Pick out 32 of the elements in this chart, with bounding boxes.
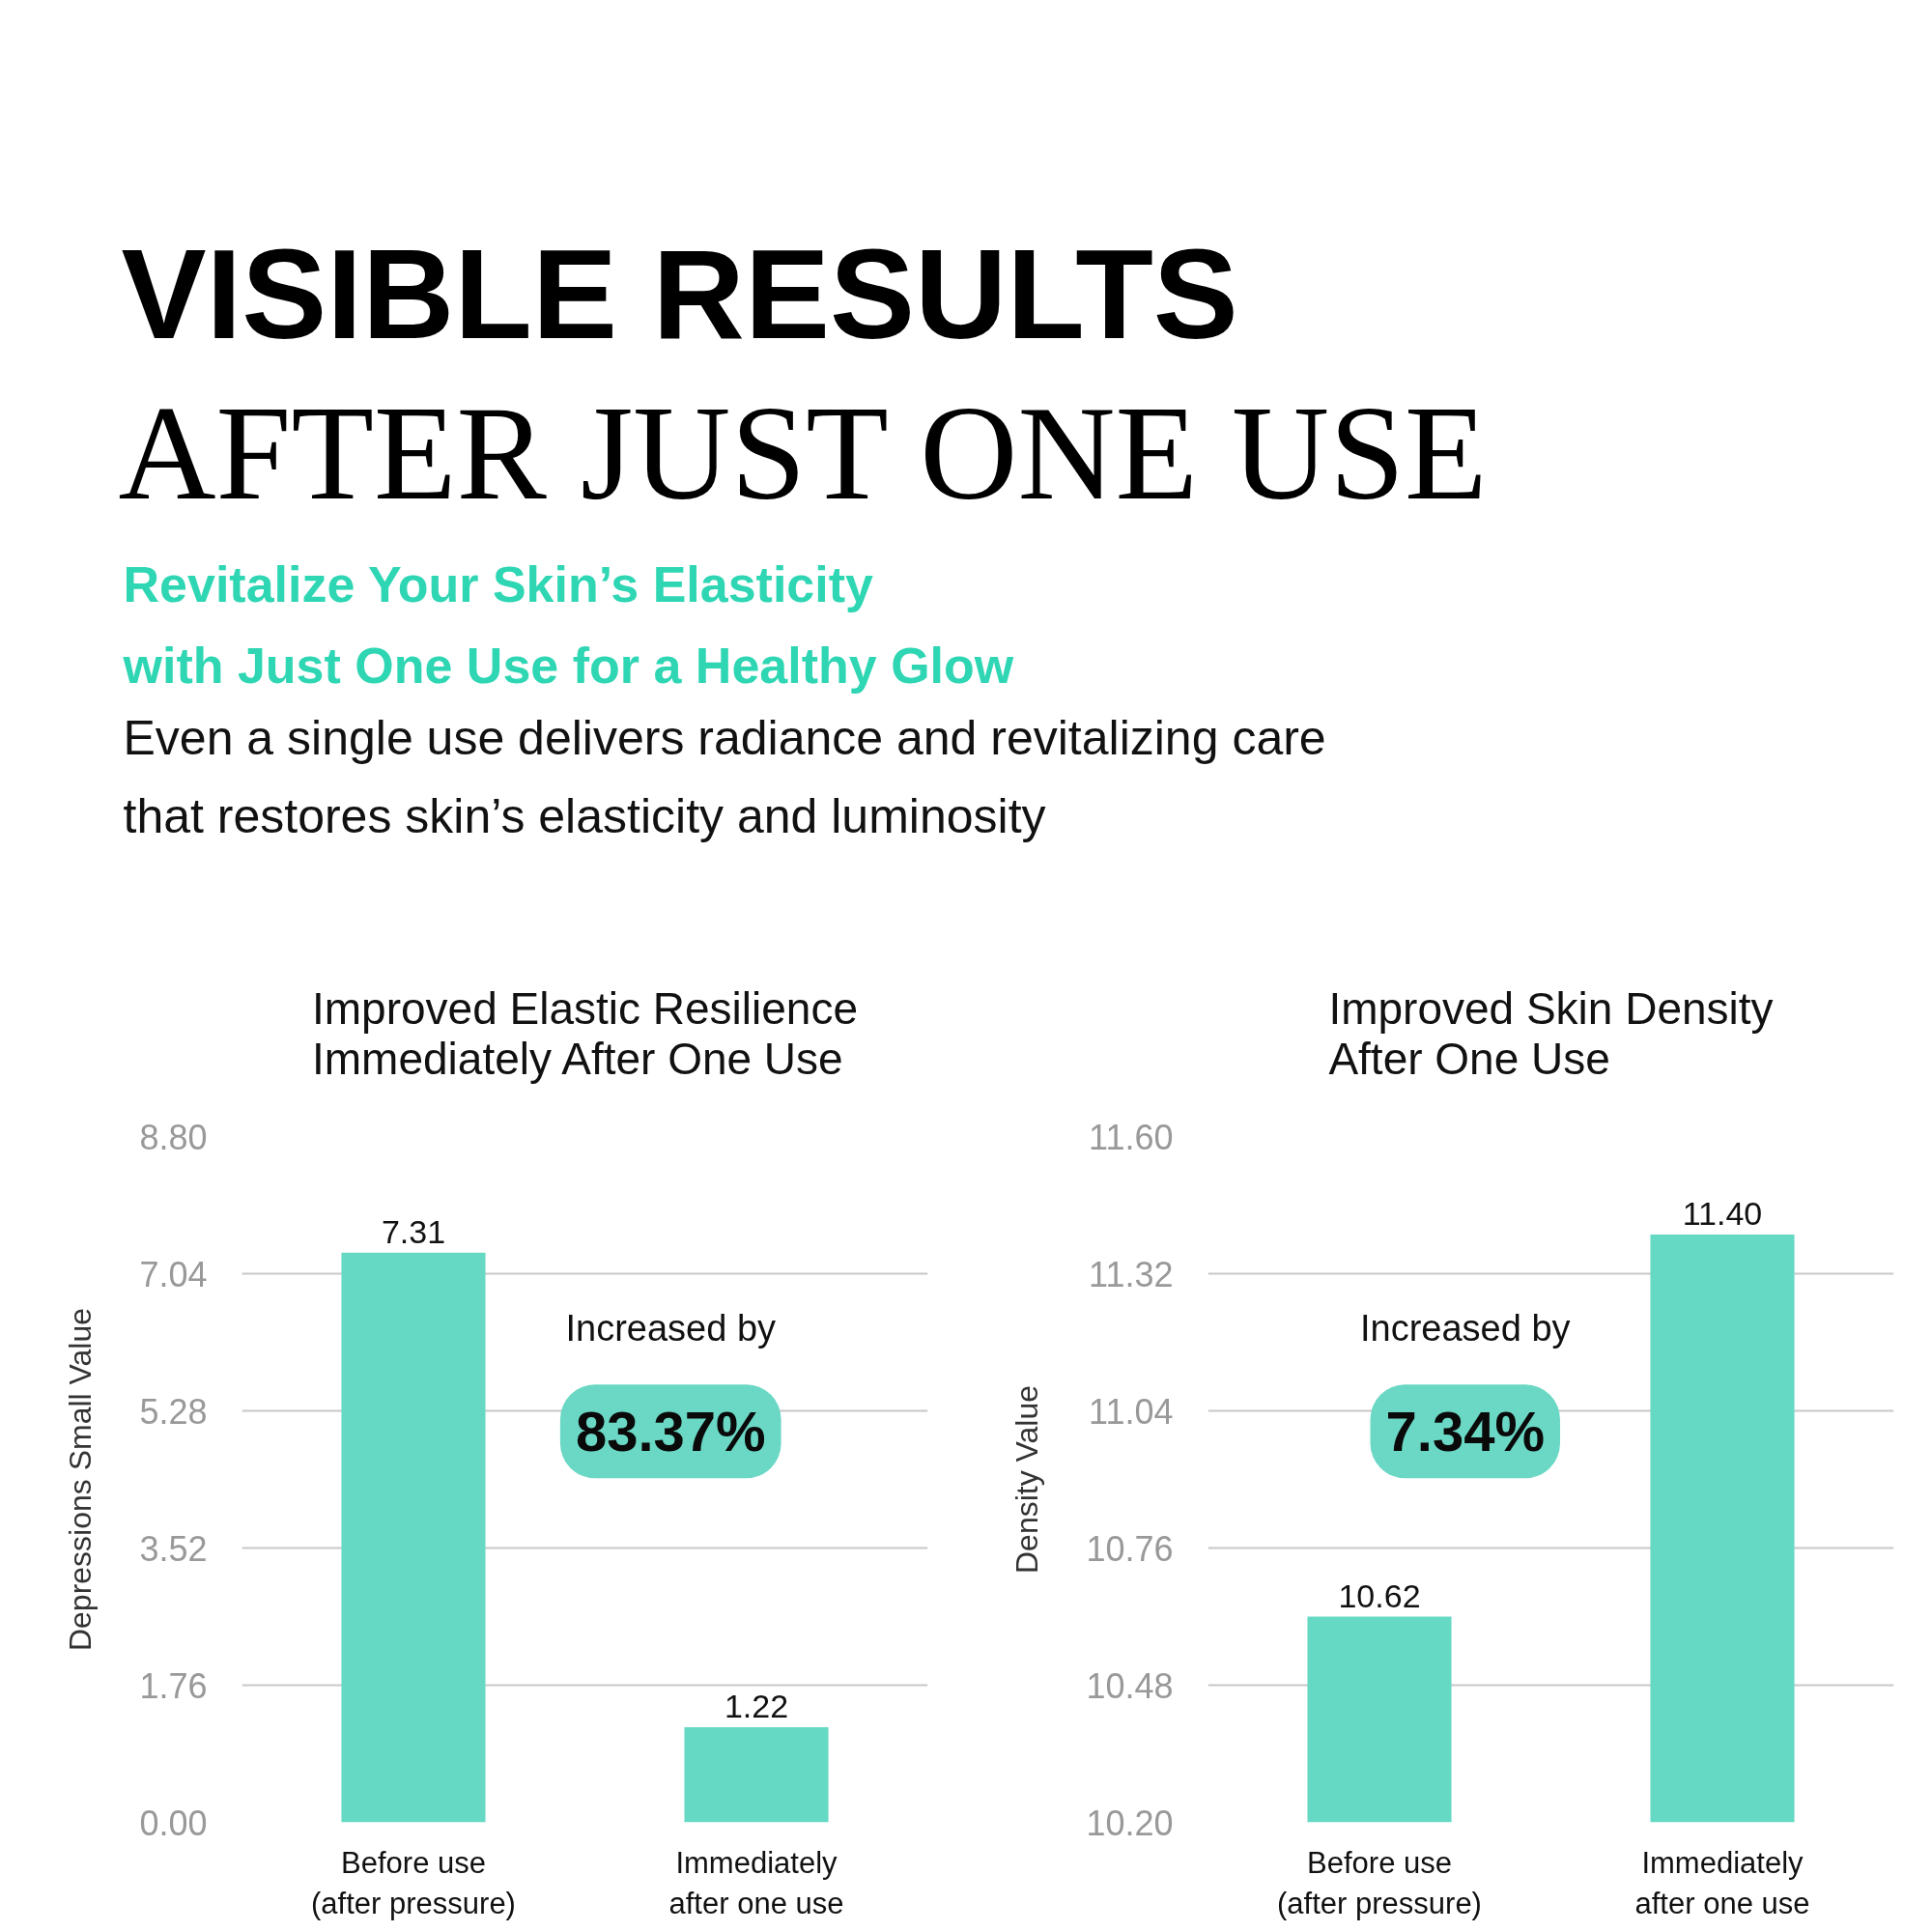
y-tick-label: 11.32	[1089, 1254, 1174, 1294]
data-label: 7.31	[381, 1212, 446, 1250]
x-tick-label: Before use (after pressure)	[311, 1845, 516, 1920]
x-tick-label: Immediately after one use	[668, 1845, 844, 1920]
y-tick-label: 11.60	[1089, 1117, 1174, 1157]
annotation: 7.34%	[1385, 1400, 1545, 1463]
y-tick-label: 10.20	[1086, 1803, 1174, 1843]
y-axis-title: Density Value	[1009, 1384, 1045, 1575]
x-tick-label: Immediately after one use	[1634, 1845, 1810, 1920]
y-tick-label: 3.52	[139, 1528, 208, 1569]
annotation: Increased by	[1359, 1308, 1571, 1350]
y-tick-label: 11.04	[1089, 1391, 1174, 1432]
text: AFTER JUST ONE USE	[118, 377, 1488, 527]
y-tick-label: 1.76	[139, 1665, 208, 1706]
data-label: 11.40	[1682, 1194, 1763, 1232]
y-tick-label: 7.04	[139, 1254, 208, 1294]
y-tick-label: 10.48	[1086, 1665, 1174, 1706]
data-label: 10.62	[1338, 1577, 1421, 1614]
text: Revitalize Your Skin’s Elasticity with Just One Use for a Healthy Glow	[122, 555, 1014, 694]
data-label: 1.22	[724, 1688, 789, 1725]
chart-title: Improved Elastic Resilience Immediately After One Use	[312, 982, 859, 1084]
chart-title: Improved Skin Density After One Use	[1328, 982, 1774, 1084]
x-tick-label: Before use (after pressure)	[1277, 1845, 1482, 1920]
y-tick-label: 10.76	[1086, 1528, 1174, 1569]
text: Even a single use delivers radiance and revitalizing care that restores skin’s elasticity and luminosity	[123, 710, 1326, 843]
annotation: 83.37%	[575, 1400, 766, 1463]
y-tick-label: 0.00	[139, 1803, 208, 1843]
y-tick-label: 5.28	[139, 1391, 208, 1432]
annotation: Increased by	[565, 1308, 777, 1350]
y-tick-label: 8.80	[139, 1117, 208, 1157]
text: VISIBLE RESULTS	[121, 222, 1238, 365]
y-axis-title: Depressions Small Value	[63, 1307, 99, 1652]
